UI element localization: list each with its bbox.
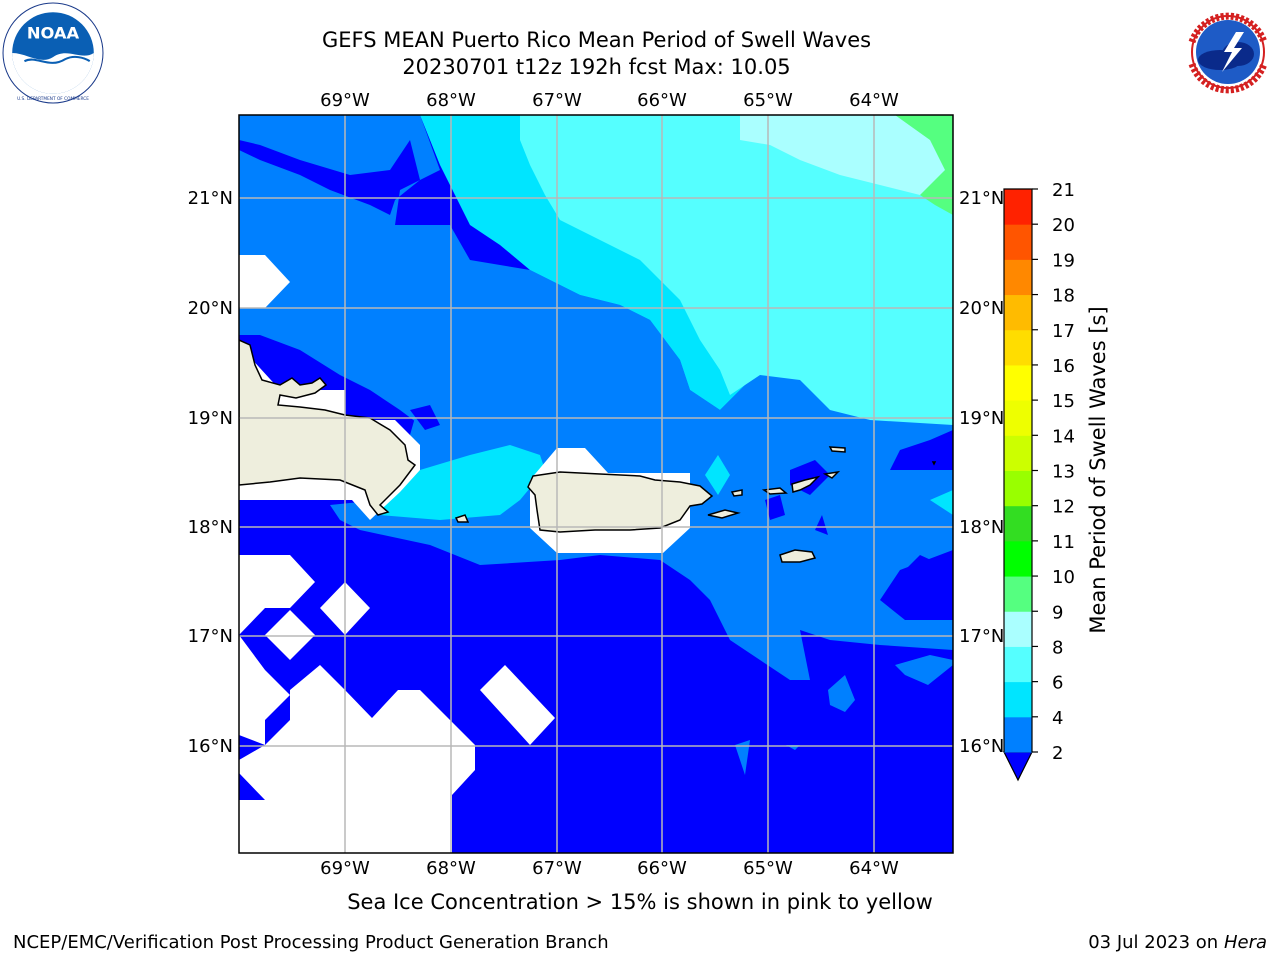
colorbar-swatch: [1004, 364, 1032, 401]
lon-tick: 66°W: [637, 90, 687, 111]
colorbar-swatch: [1004, 540, 1032, 577]
lon-tick: 65°W: [743, 90, 793, 111]
noaa-logo-text: NOAA: [27, 24, 80, 43]
contour-band-8-9: [520, 115, 953, 425]
colorbar-tick-label: 10: [1052, 567, 1075, 588]
footer-machine: Hera: [1223, 932, 1267, 953]
colorbar-swatch: [1004, 646, 1032, 683]
colorbar-swatch: [1004, 400, 1032, 436]
colorbar: 2 4 6 8 9 10 11 12 13 14 15 16 17 18 19 20 21: [1003, 180, 1075, 782]
colorbar-extend-min: [1003, 751, 1033, 782]
colorbar-swatch: [1004, 681, 1032, 718]
lon-tick: 69°W: [320, 90, 370, 111]
lon-tick: 67°W: [532, 858, 582, 879]
colorbar-tick-label: 4: [1052, 708, 1063, 729]
lon-tick: 64°W: [849, 858, 899, 879]
map-subtitle: 20230701 t12z 192h fcst Max: 10.05: [402, 55, 791, 79]
lon-labels-bottom: 69°W 68°W 67°W 66°W 65°W 64°W: [320, 858, 899, 879]
colorbar-tick-label: 2: [1052, 743, 1063, 764]
lon-tick: 65°W: [743, 858, 793, 879]
colorbar-tick-label: 20: [1052, 215, 1075, 236]
colorbar-swatch: [1004, 470, 1032, 507]
colorbar-tick-label: 14: [1052, 426, 1075, 447]
colorbar-swatch: [1004, 505, 1032, 542]
graticule: [239, 115, 953, 853]
colorbar-swatch: [1004, 294, 1032, 331]
colorbar-swatch: [1004, 576, 1032, 612]
lat-tick: 17°N: [959, 626, 1004, 647]
contour-band-10-11: [895, 115, 953, 215]
colorbar-label: Mean Period of Swell Waves [s]: [1086, 306, 1110, 634]
colorbar-tick-label: 6: [1052, 673, 1063, 694]
colorbar-tick-label: 18: [1052, 286, 1075, 307]
lon-labels-top: 69°W 68°W 67°W 66°W 65°W 64°W: [320, 90, 899, 111]
lat-tick: 20°N: [959, 298, 1004, 319]
footer-date-text: 03 Jul 2023 on: [1088, 932, 1224, 953]
colorbar-swatch: [1004, 611, 1032, 647]
colorbar-tick-label: 13: [1052, 462, 1075, 483]
colorbar-tick-label: 12: [1052, 497, 1075, 518]
lat-tick: 16°N: [959, 736, 1004, 757]
lat-labels-right: 21°N 20°N 19°N 18°N 17°N 16°N: [959, 188, 1004, 757]
colorbar-tick-label: 9: [1052, 602, 1063, 623]
sea-ice-caption: Sea Ice Concentration > 15% is shown in …: [347, 890, 933, 914]
contour-band-4-6: [239, 115, 953, 680]
map-frame: [238, 114, 954, 854]
colorbar-swatch: [1004, 224, 1032, 260]
hispaniola: [239, 339, 417, 516]
puerto-rico: [527, 471, 714, 533]
nws-logo-icon: [1180, 4, 1276, 100]
lat-tick: 16°N: [188, 736, 233, 757]
lat-tick: 19°N: [188, 408, 233, 429]
footer-date: 03 Jul 2023 on Hera: [1088, 932, 1267, 953]
colorbar-tick-label: 11: [1052, 532, 1075, 553]
colorbar-swatch: [1004, 329, 1032, 366]
noaa-logo-icon: NOAA U.S. DEPARTMENT OF COMMERCE: [2, 2, 104, 104]
contour-band-9-10: [740, 115, 953, 205]
colorbar-swatch: [1004, 189, 1032, 225]
colorbar-swatch: [1004, 716, 1032, 753]
colorbar-tick-label: 8: [1052, 637, 1063, 658]
lon-tick: 68°W: [426, 858, 476, 879]
swell-period-field: [239, 115, 953, 853]
colorbar-swatch: [1004, 435, 1032, 471]
lat-tick: 19°N: [959, 408, 1004, 429]
lat-labels-left: 21°N 20°N 19°N 18°N 17°N 16°N: [188, 188, 233, 757]
colorbar-tick-label: 15: [1052, 391, 1075, 412]
colorbar-tick-label: 21: [1052, 180, 1075, 201]
lat-tick: 18°N: [188, 517, 233, 538]
footer-credit: NCEP/EMC/Verification Post Processing Pr…: [13, 932, 609, 953]
map-title: GEFS MEAN Puerto Rico Mean Period of Swe…: [321, 28, 872, 52]
colorbar-tick-label: 19: [1052, 250, 1075, 271]
lat-tick: 21°N: [188, 188, 233, 209]
colorbar-tick-label: 17: [1052, 321, 1075, 342]
lon-tick: 69°W: [320, 858, 370, 879]
lon-tick: 66°W: [637, 858, 687, 879]
lat-tick: 21°N: [959, 188, 1004, 209]
lat-tick: 18°N: [959, 517, 1004, 538]
svg-text:U.S. DEPARTMENT OF COMMERCE: U.S. DEPARTMENT OF COMMERCE: [17, 96, 89, 102]
colorbar-tick-label: 16: [1052, 356, 1075, 377]
colorbar-swatch: [1004, 259, 1032, 296]
lat-tick: 20°N: [188, 298, 233, 319]
lat-tick: 17°N: [188, 626, 233, 647]
land-masses: [239, 339, 937, 563]
lon-tick: 64°W: [849, 90, 899, 111]
lon-tick: 68°W: [426, 90, 476, 111]
lon-tick: 67°W: [532, 90, 582, 111]
